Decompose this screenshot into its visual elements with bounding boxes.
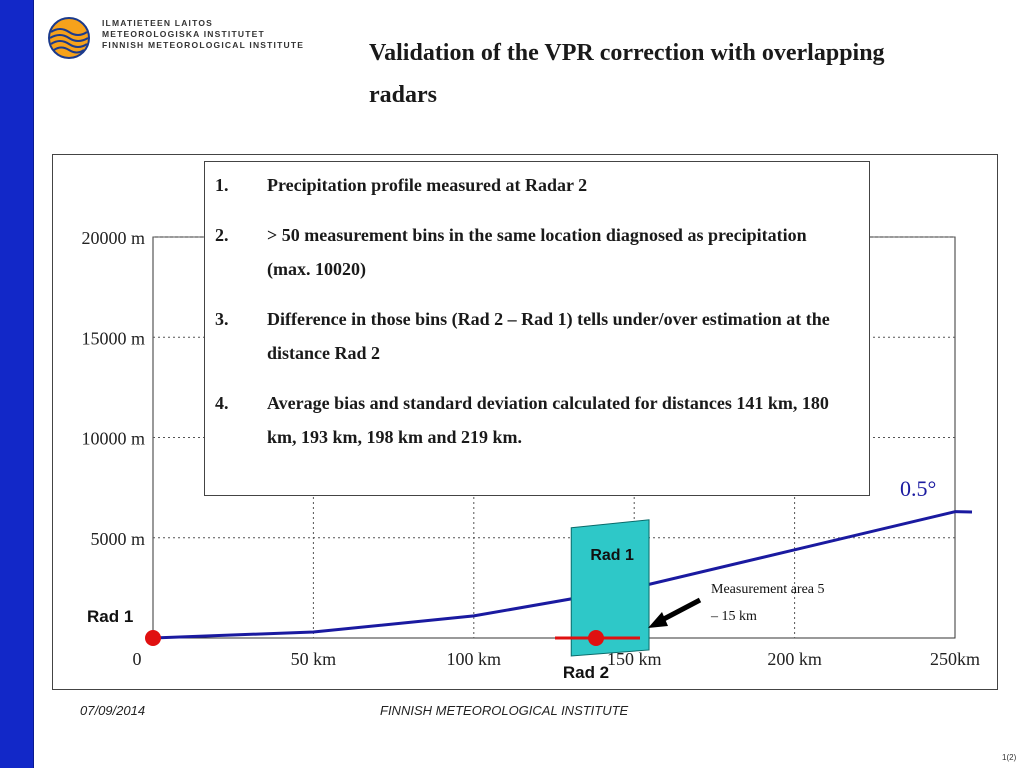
point-text: Precipitation profile measured at Radar … — [267, 175, 588, 195]
annotation-text: – 15 km — [710, 609, 757, 624]
x-tick-label: 200 km — [767, 649, 822, 669]
annotation-text: Measurement area 5 — [711, 582, 825, 597]
sidebar-accent-bar — [0, 0, 34, 768]
y-tick-label: 5000 m — [90, 529, 145, 549]
radar-marker — [588, 630, 604, 646]
beam-curve — [152, 510, 956, 640]
x-tick-label: 0 — [133, 649, 142, 669]
arrow-left-icon — [648, 612, 668, 628]
logo-line: ILMATIETEEN LAITOS — [102, 18, 214, 28]
org-logo: ILMATIETEEN LAITOS METEOROLOGISKA INSTIT… — [46, 16, 306, 62]
point-item: 4. Average bias and standard deviation c… — [215, 386, 853, 454]
point-number: 1. — [215, 175, 229, 195]
point-item: 3. Difference in those bins (Rad 2 – Rad… — [215, 302, 853, 370]
point-text: Difference in those bins (Rad 2 – Rad 1)… — [267, 309, 830, 363]
radar-label: Rad 1 — [87, 607, 133, 626]
beam-angle-label: 0.5° — [900, 476, 936, 501]
point-number: 2. — [215, 225, 229, 245]
slide-title: Validation of the VPR correction with ov… — [369, 32, 969, 116]
title-line: Validation of the VPR correction with ov… — [369, 40, 885, 66]
y-tick-label: 10000 m — [81, 429, 145, 449]
measurement-box-label: Rad 1 — [590, 547, 634, 564]
x-tick-label: 150 km — [607, 649, 662, 669]
x-tick-label: 250km — [930, 649, 980, 669]
points-list: 1. Precipitation profile measured at Rad… — [215, 168, 853, 454]
page-number: 1(2) — [1002, 753, 1017, 762]
x-tick-label: 100 km — [447, 649, 502, 669]
title-line: radars — [369, 82, 437, 108]
radar-marker — [145, 630, 161, 646]
y-tick-label: 15000 m — [81, 328, 145, 348]
arrow-left-icon — [658, 597, 702, 624]
points-box: 1. Precipitation profile measured at Rad… — [204, 161, 870, 496]
y-tick-label: 20000 m — [81, 228, 145, 248]
point-text: > 50 measurement bins in the same locati… — [267, 225, 807, 279]
point-number: 4. — [215, 393, 229, 413]
x-tick-label: 50 km — [291, 649, 337, 669]
measurement-area-box — [570, 519, 650, 657]
point-text: Average bias and standard deviation calc… — [267, 393, 829, 447]
footer-org: FINNISH METEOROLOGICAL INSTITUTE — [380, 703, 629, 718]
radar-label: Rad 2 — [563, 663, 609, 682]
point-number: 3. — [215, 309, 229, 329]
point-item: 1. Precipitation profile measured at Rad… — [215, 168, 853, 202]
fmi-logo-icon — [48, 17, 90, 59]
footer-date: 07/09/2014 — [80, 703, 146, 718]
logo-line: METEOROLOGISKA INSTITUTET — [102, 29, 265, 39]
logo-line: FINNISH METEOROLOGICAL INSTITUTE — [102, 40, 305, 50]
point-item: 2. > 50 measurement bins in the same loc… — [215, 218, 853, 286]
